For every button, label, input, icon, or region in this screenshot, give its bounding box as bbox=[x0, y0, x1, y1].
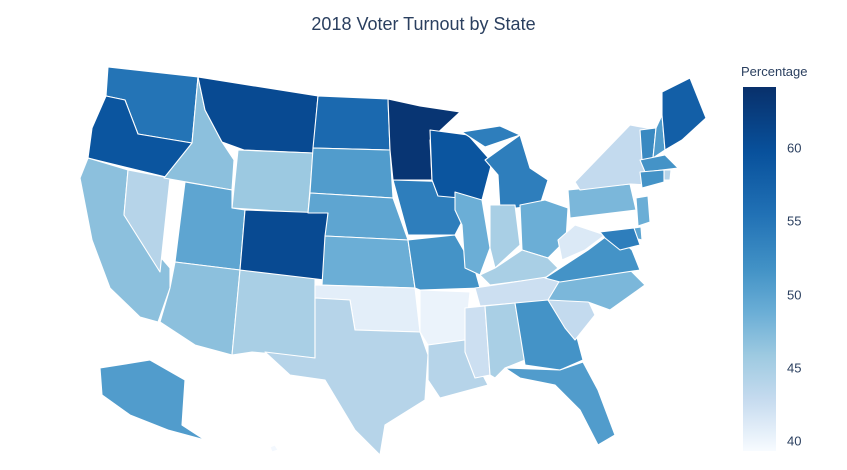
state-tx[interactable] bbox=[264, 297, 429, 456]
state-ks[interactable] bbox=[321, 235, 416, 289]
state-hi[interactable] bbox=[269, 444, 279, 453]
state-co[interactable] bbox=[239, 209, 329, 281]
state-ct[interactable] bbox=[639, 169, 665, 189]
colorbar-tick-50: 50 bbox=[787, 287, 802, 303]
colorbar-tick-40: 40 bbox=[787, 433, 802, 449]
state-mi[interactable] bbox=[461, 125, 549, 211]
colorbar-title: Percentage bbox=[741, 64, 808, 79]
state-il[interactable] bbox=[454, 191, 491, 276]
state-ma[interactable] bbox=[639, 154, 679, 173]
state-nj[interactable] bbox=[635, 195, 651, 227]
state-nm[interactable] bbox=[231, 269, 316, 359]
state-in[interactable] bbox=[489, 204, 521, 269]
state-ar[interactable] bbox=[419, 289, 471, 346]
colorbar-tick-55: 55 bbox=[787, 213, 802, 229]
state-me[interactable] bbox=[661, 77, 707, 151]
state-nd[interactable] bbox=[312, 95, 391, 151]
colorbar-gradient bbox=[743, 87, 776, 451]
state-ak[interactable] bbox=[99, 359, 206, 441]
chart-title: 2018 Voter Turnout by State bbox=[311, 14, 536, 34]
state-fl[interactable] bbox=[504, 361, 616, 446]
state-pa[interactable] bbox=[567, 183, 637, 219]
colorbar-tick-45: 45 bbox=[787, 360, 802, 376]
state-sd[interactable] bbox=[309, 147, 394, 199]
state-wy[interactable] bbox=[231, 149, 314, 214]
state-ri[interactable] bbox=[663, 169, 672, 181]
state-nv[interactable] bbox=[123, 169, 171, 273]
state-ms[interactable] bbox=[464, 305, 491, 379]
colorbar-tick-60: 60 bbox=[787, 140, 802, 156]
state-az[interactable] bbox=[159, 261, 241, 356]
state-md[interactable] bbox=[599, 227, 641, 251]
